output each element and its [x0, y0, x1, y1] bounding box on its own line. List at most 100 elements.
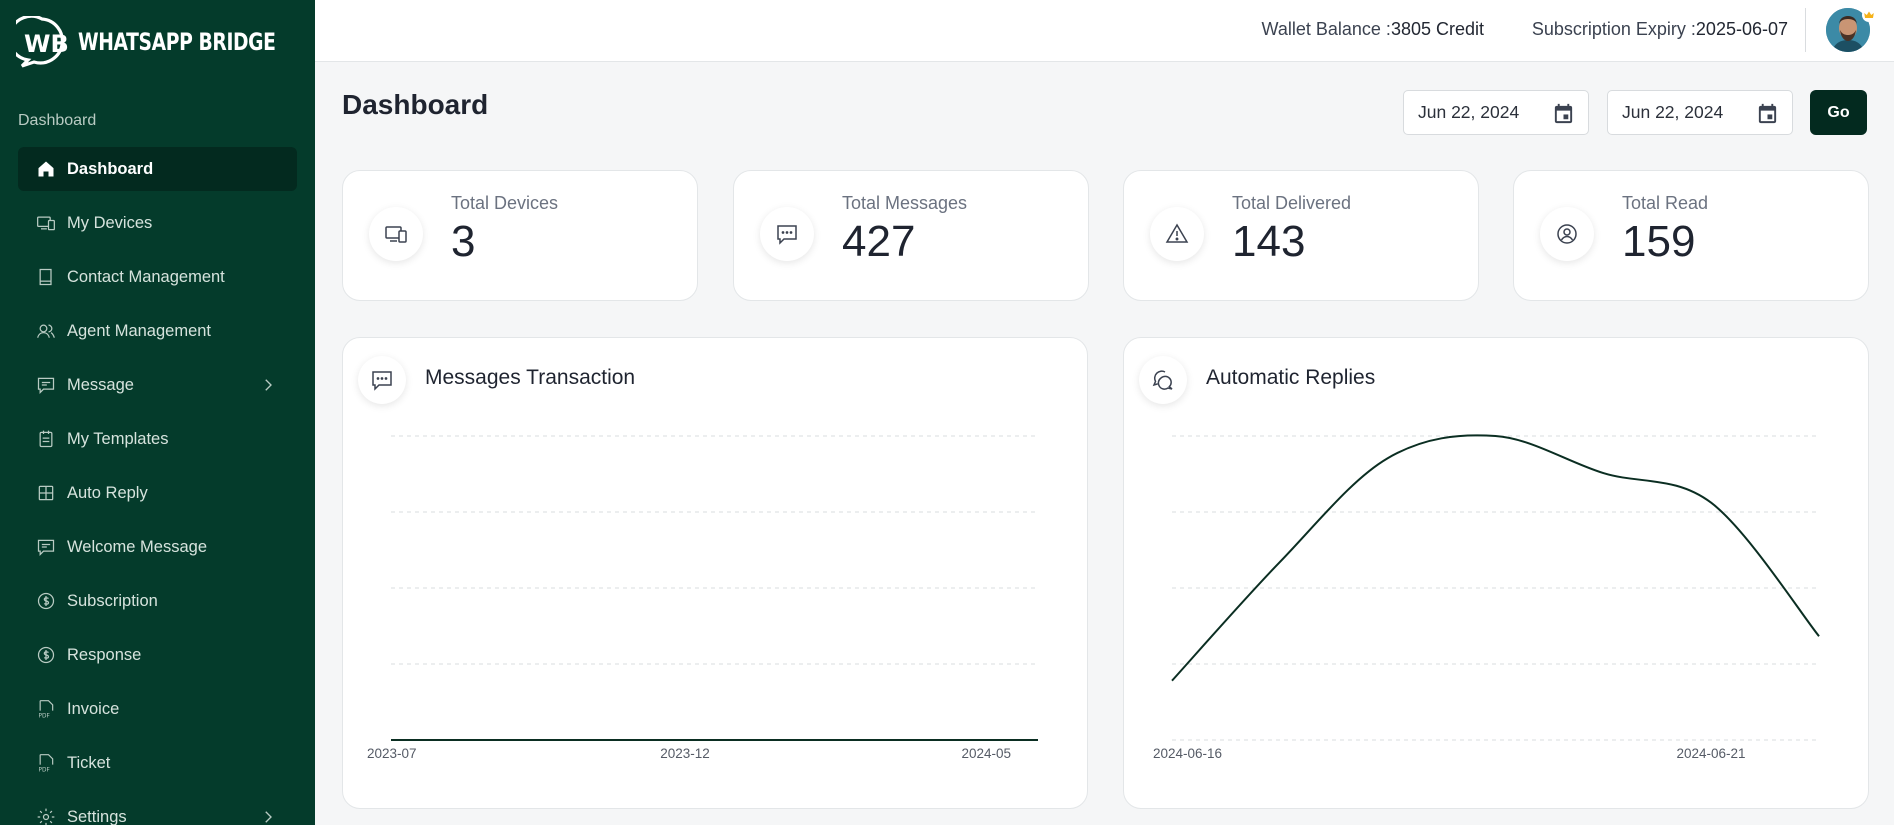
automatic-replies-chart: 2024-06-16 2024-06-21	[1153, 434, 1820, 761]
sidebar-item-settings[interactable]: Settings	[18, 795, 297, 825]
automatic-replies-card: Automatic Replies 2024-06-16 2024-06-21	[1123, 337, 1869, 809]
sidebar-item-ticket[interactable]: PDF Ticket	[18, 741, 297, 785]
top-bar: Wallet Balance :3805 Credit Subscription…	[315, 0, 1894, 62]
message-icon	[36, 537, 56, 557]
sidebar-item-label: Message	[67, 375, 134, 394]
message-icon	[36, 375, 56, 395]
x-tick-label: 2024-06-21	[1676, 746, 1745, 761]
template-icon	[36, 429, 56, 449]
sidebar-item-subscription[interactable]: Subscription	[18, 579, 297, 623]
chat-icon	[777, 225, 797, 245]
sidebar-item-label: Dashboard	[67, 159, 154, 178]
subscription-expiry: Subscription Expiry :2025-06-07	[1532, 19, 1788, 40]
wallet-balance-label: Wallet Balance :	[1261, 19, 1391, 39]
sidebar-item-label: My Devices	[67, 213, 153, 232]
crown-icon	[1862, 8, 1876, 22]
stat-card-total-delivered: Total Delivered 143	[1123, 170, 1479, 301]
calendar-icon[interactable]	[1756, 102, 1779, 125]
x-tick-label: 2023-07	[367, 746, 417, 761]
book-icon	[36, 267, 56, 287]
sidebar-nav: Dashboard My Devices Contact Management …	[18, 147, 297, 825]
devices-icon	[36, 213, 56, 233]
date-to-input[interactable]: Jun 22, 2024	[1607, 90, 1793, 135]
dollar-icon	[36, 591, 56, 611]
sidebar-item-label: Agent Management	[67, 321, 212, 340]
stat-value: 159	[1622, 217, 1696, 266]
stat-label: Total Delivered	[1232, 193, 1352, 213]
sidebar-item-invoice[interactable]: PDF Invoice	[18, 687, 297, 731]
brand-logo[interactable]: WB WHATSAPP BRIDGE	[16, 16, 331, 68]
sidebar-item-agent-management[interactable]: Agent Management	[18, 309, 297, 353]
messages-transaction-chart: 2023-07 2023-12 2024-05	[367, 435, 1038, 761]
subscription-expiry-value: 2025-06-07	[1695, 19, 1788, 39]
stat-card-total-devices: Total Devices 3	[342, 170, 698, 301]
stat-icon-wrap	[760, 207, 814, 261]
avatar[interactable]	[1826, 8, 1870, 52]
pdf-icon: PDF	[36, 753, 56, 773]
wallet-balance-value: 3805 Credit	[1390, 19, 1484, 39]
stat-icon-wrap	[1540, 207, 1594, 261]
sidebar-item-label: Ticket	[67, 753, 111, 772]
svg-text:PDF: PDF	[39, 767, 51, 773]
warning-icon	[1165, 223, 1189, 243]
devices-icon	[385, 226, 407, 243]
grid-icon	[36, 483, 56, 503]
sidebar-item-contact-management[interactable]: Contact Management	[18, 255, 297, 299]
sidebar-item-auto-reply[interactable]: Auto Reply	[18, 471, 297, 515]
stat-label: Total Read	[1622, 193, 1709, 213]
page-title: Dashboard	[342, 89, 489, 120]
whatsapp-bridge-logo-icon: WB	[16, 16, 69, 68]
chat-icon	[372, 371, 392, 391]
x-tick-label: 2023-12	[660, 746, 710, 761]
calendar-icon[interactable]	[1552, 102, 1575, 125]
sidebar-item-label: Welcome Message	[67, 537, 208, 556]
series-line	[1171, 434, 1820, 682]
stat-icon-wrap	[1150, 207, 1204, 261]
stat-value: 3	[451, 217, 476, 266]
stat-label: Total Devices	[451, 193, 559, 213]
subscription-expiry-label: Subscription Expiry :	[1531, 19, 1696, 39]
date-from-input[interactable]: Jun 22, 2024	[1403, 90, 1589, 135]
user-circle-icon	[1557, 224, 1577, 244]
go-button[interactable]: Go	[1810, 90, 1867, 135]
chart-title: Automatic Replies	[1206, 366, 1376, 389]
sidebar-item-message[interactable]: Message	[18, 363, 297, 407]
stat-icon-wrap	[369, 207, 423, 261]
pdf-icon: PDF	[36, 699, 56, 719]
header-divider	[1805, 8, 1806, 52]
sidebar-item-label: Contact Management	[67, 267, 225, 286]
svg-text:PDF: PDF	[39, 713, 51, 719]
stat-card-total-messages: Total Messages 427	[733, 170, 1089, 301]
sidebar-item-dashboard[interactable]: Dashboard	[18, 147, 297, 191]
chevron-right-icon	[265, 379, 272, 391]
wallet-balance: Wallet Balance :3805 Credit	[1262, 19, 1484, 40]
sidebar-item-label: My Templates	[67, 429, 169, 448]
sidebar-item-welcome-message[interactable]: Welcome Message	[18, 525, 297, 569]
chevron-right-icon	[265, 811, 272, 823]
sidebar: WB WHATSAPP BRIDGE Dashboard Dashboard M…	[0, 0, 315, 825]
chart-icon-wrap	[358, 356, 406, 404]
sidebar-item-label: Subscription	[67, 591, 158, 610]
messages-transaction-card: Messages Transaction 2023-07 2023-12 2024-…	[342, 337, 1088, 809]
chart-icon-wrap	[1139, 356, 1187, 404]
sidebar-item-my-templates[interactable]: My Templates	[18, 417, 297, 461]
dollar-icon	[36, 645, 56, 665]
stat-value: 143	[1232, 217, 1306, 266]
logo-mark-text: WB	[24, 30, 69, 58]
sidebar-item-response[interactable]: Response	[18, 633, 297, 677]
sidebar-item-label: Invoice	[67, 699, 120, 718]
home-icon	[36, 159, 56, 179]
chat-bubbles-icon	[1152, 370, 1173, 390]
sidebar-item-label: Auto Reply	[67, 483, 148, 502]
date-to-value: Jun 22, 2024	[1622, 102, 1724, 122]
sidebar-item-label: Settings	[67, 807, 127, 825]
brand-name: WHATSAPP BRIDGE	[78, 28, 276, 56]
sidebar-item-my-devices[interactable]: My Devices	[18, 201, 297, 245]
x-tick-label: 2024-05	[961, 746, 1011, 761]
stat-value: 427	[842, 217, 916, 266]
gear-icon	[36, 807, 56, 825]
date-from-value: Jun 22, 2024	[1418, 102, 1520, 122]
x-tick-label: 2024-06-16	[1153, 746, 1222, 761]
chart-title: Messages Transaction	[425, 366, 636, 389]
stat-label: Total Messages	[842, 193, 968, 213]
